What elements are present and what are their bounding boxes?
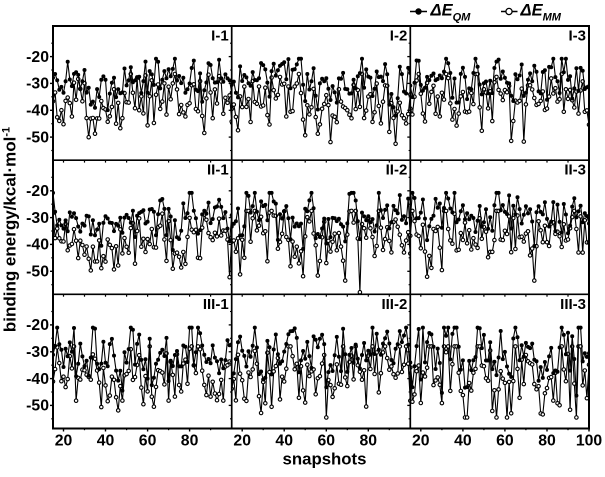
svg-text:III-2: III-2	[381, 296, 407, 313]
svg-text:I-2: I-2	[390, 28, 408, 45]
svg-text:II-2: II-2	[386, 162, 408, 179]
svg-text:-50: -50	[26, 129, 49, 146]
svg-text:-20: -20	[26, 317, 49, 334]
svg-text:-40: -40	[26, 371, 49, 388]
svg-text:II-3: II-3	[564, 162, 586, 179]
svg-text:-20: -20	[26, 183, 49, 200]
svg-text:-30: -30	[26, 344, 49, 361]
svg-text:snapshots: snapshots	[283, 450, 367, 469]
svg-text:20: 20	[233, 433, 251, 450]
svg-text:80: 80	[181, 433, 199, 450]
svg-text:-20: -20	[26, 49, 49, 66]
svg-text:-30: -30	[26, 210, 49, 227]
svg-text:60: 60	[318, 433, 336, 450]
svg-text:-30: -30	[26, 76, 49, 93]
svg-text:40: 40	[275, 433, 293, 450]
svg-text:40: 40	[454, 433, 472, 450]
svg-text:-50: -50	[26, 264, 49, 281]
svg-text:I-3: I-3	[568, 28, 586, 45]
svg-text:binding energy/kcal·mol-1: binding energy/kcal·mol-1	[1, 127, 20, 332]
svg-text:60: 60	[496, 433, 514, 450]
svg-text:I-1: I-1	[211, 28, 229, 45]
svg-text:-50: -50	[26, 398, 49, 415]
svg-text:60: 60	[139, 433, 157, 450]
svg-text:80: 80	[360, 433, 378, 450]
svg-text:III-3: III-3	[560, 296, 586, 313]
svg-text:-40: -40	[26, 103, 49, 120]
svg-text:III-1: III-1	[203, 296, 229, 313]
svg-text:-40: -40	[26, 237, 49, 254]
svg-text:100: 100	[576, 433, 603, 450]
svg-text:40: 40	[97, 433, 115, 450]
svg-text:80: 80	[538, 433, 556, 450]
svg-text:20: 20	[412, 433, 430, 450]
svg-text:20: 20	[55, 433, 73, 450]
svg-text:II-1: II-1	[207, 162, 229, 179]
